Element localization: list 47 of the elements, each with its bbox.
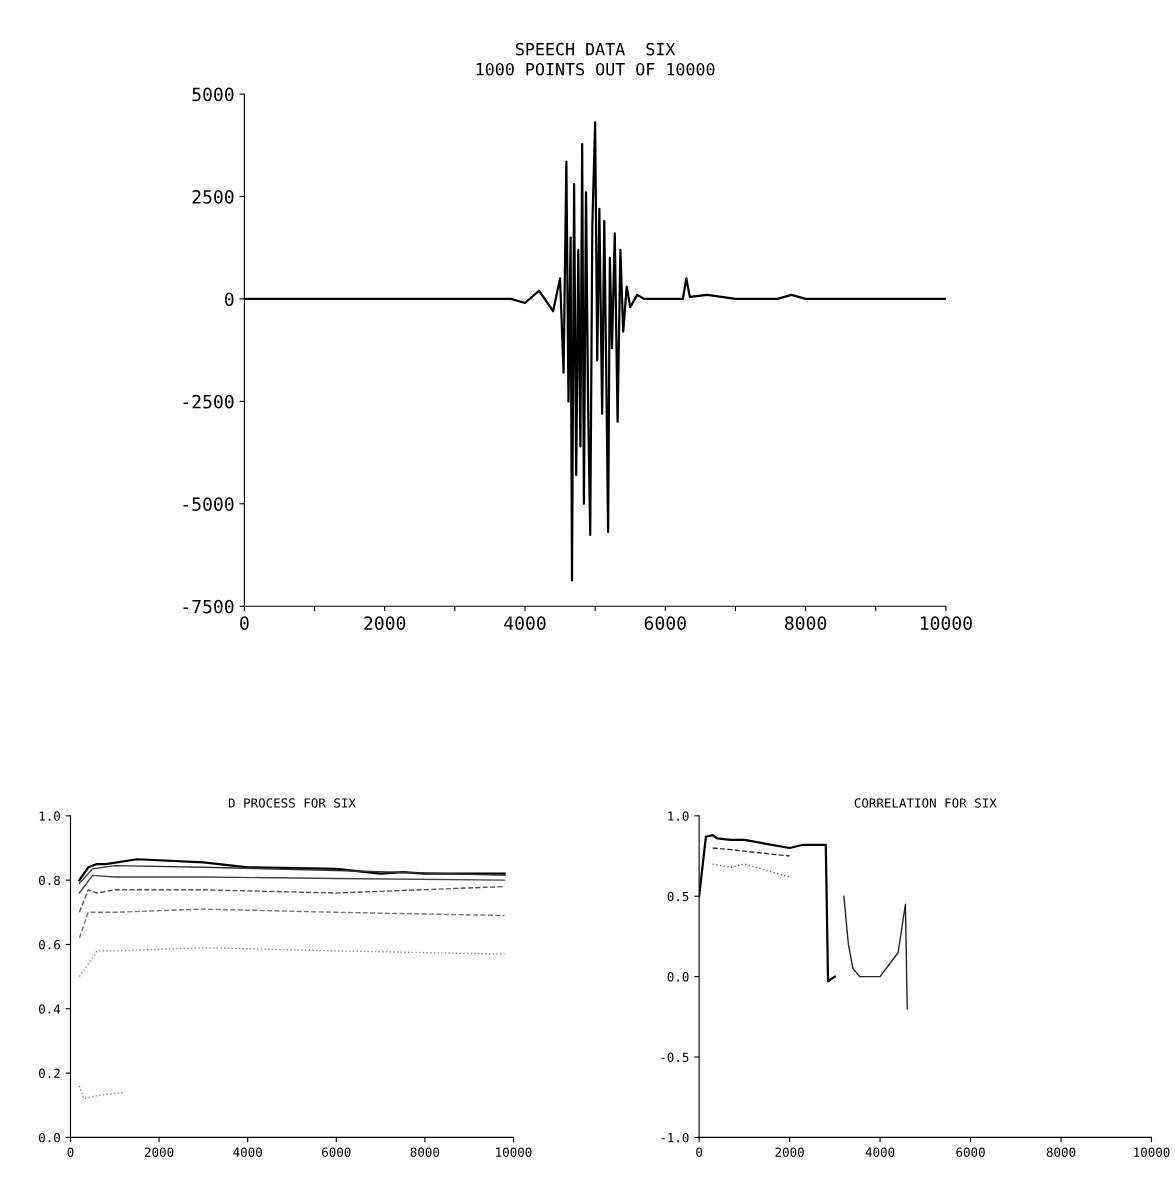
x-tick-label: 2000	[364, 616, 406, 631]
y-tick-label: 1.0	[668, 811, 689, 821]
x-tick-label: 2000	[144, 1147, 174, 1157]
x-tick-label: 6000	[322, 1147, 351, 1157]
line-series	[78, 864, 506, 885]
line-series	[712, 847, 791, 857]
x-tick-label: 8000	[1046, 1147, 1076, 1157]
y-tick-label: 5000	[192, 87, 234, 102]
y-tick-label: 2500	[192, 190, 234, 204]
x-tick-label: 8000	[784, 616, 827, 631]
x-tick-label: 4000	[865, 1147, 895, 1157]
y-tick-label: 0.5	[667, 891, 689, 902]
line-series	[78, 908, 506, 939]
x-tick-label: 2000	[775, 1147, 804, 1157]
x-tick-label: 4000	[504, 616, 546, 631]
line-series	[78, 874, 506, 894]
y-tick-label: -2500	[183, 394, 234, 409]
chart-title: D PROCESS FOR SIX	[228, 798, 356, 808]
y-tick-label: 0.2	[39, 1068, 60, 1079]
y-tick-label: 0.0	[39, 1132, 60, 1143]
chart-title: SPEECH DATA SIX	[516, 42, 676, 56]
y-tick-label: 1.0	[39, 811, 60, 821]
x-tick-label: 6000	[644, 616, 686, 631]
chart-title: CORRELATION FOR SIX	[854, 798, 997, 808]
line-series	[843, 895, 908, 1010]
line-series	[78, 1085, 125, 1100]
y-tick-label: 0.6	[39, 939, 60, 950]
x-tick-label: 4000	[233, 1147, 262, 1157]
chart-subtitle: 1000 POINTS OUT OF 10000	[476, 62, 715, 76]
y-tick-label: 0.8	[39, 875, 60, 886]
y-tick-label: 0.0	[667, 972, 689, 982]
x-tick-label: 10000	[1134, 1147, 1170, 1157]
y-tick-label: -7500	[183, 599, 234, 614]
y-tick-label: 0	[224, 292, 234, 307]
x-tick-label: 10000	[496, 1147, 532, 1157]
y-tick-label: -5000	[183, 497, 234, 511]
y-tick-label: -0.5	[661, 1052, 689, 1062]
x-tick-label: 0	[67, 1147, 74, 1157]
x-tick-label: 10000	[920, 616, 972, 631]
line-series	[78, 858, 506, 882]
x-tick-label: 0	[240, 616, 249, 631]
y-tick-label: -1.0	[661, 1132, 689, 1143]
x-tick-label: 6000	[956, 1147, 985, 1157]
x-tick-label: 0	[696, 1147, 703, 1157]
line-series	[78, 946, 506, 978]
y-tick-label: 0.4	[39, 1004, 61, 1014]
x-tick-label: 8000	[410, 1147, 440, 1157]
